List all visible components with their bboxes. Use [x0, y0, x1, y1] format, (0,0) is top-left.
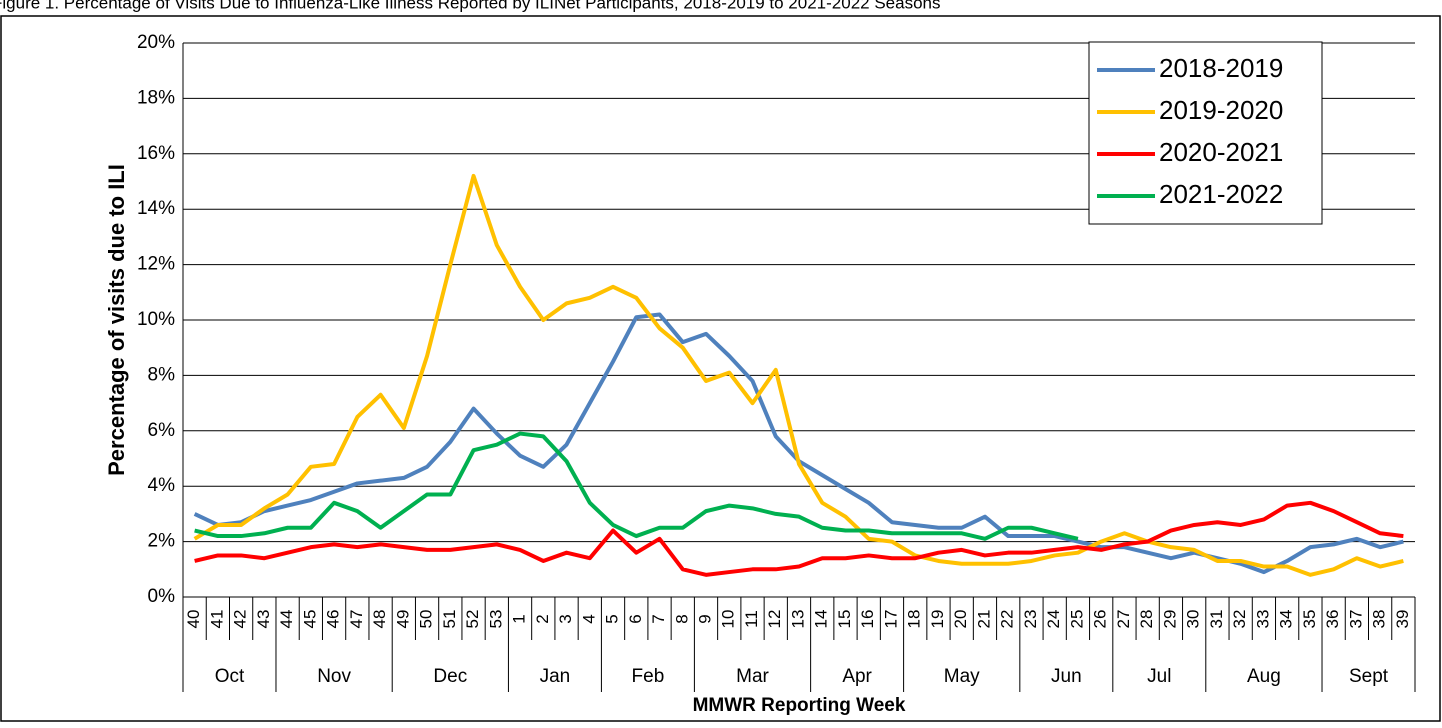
y-tick-label: 20%: [137, 32, 175, 53]
figure-border: [0, 15, 1441, 722]
x-tick-label: 53: [486, 610, 505, 629]
x-tick-label: 52: [463, 610, 482, 629]
y-axis-title: Percentage of visits due to ILI: [104, 164, 129, 476]
legend-label: 2020-2021: [1159, 137, 1283, 167]
x-tick-label: 5: [603, 614, 622, 623]
x-tick-label: 9: [696, 614, 715, 623]
legend-label: 2018-2019: [1159, 53, 1283, 83]
x-tick-label: 31: [1207, 610, 1226, 629]
x-tick-label: 24: [1044, 610, 1063, 629]
x-tick-label: 48: [370, 610, 389, 629]
y-tick-label: 16%: [137, 143, 175, 164]
x-tick-label: 44: [277, 610, 296, 629]
x-tick-label: 21: [974, 610, 993, 629]
x-tick-label: 32: [1230, 610, 1249, 629]
x-tick-label: 33: [1253, 610, 1272, 629]
x-group-label: Jan: [540, 666, 571, 687]
x-tick-label: 7: [649, 614, 668, 623]
legend-label: 2019-2020: [1159, 95, 1283, 125]
x-tick-label: 28: [1137, 610, 1156, 629]
x-tick-label: 30: [1184, 610, 1203, 629]
legend-box: [1088, 41, 1323, 225]
x-tick-label: 38: [1370, 610, 1389, 629]
y-tick-label: 8%: [148, 364, 176, 385]
x-tick-label: 6: [626, 614, 645, 623]
x-group-label: Jul: [1147, 666, 1171, 687]
x-tick-label: 3: [556, 614, 575, 623]
x-group-label: Dec: [433, 666, 467, 687]
x-tick-label: 43: [254, 610, 273, 629]
x-group-label: Apr: [842, 666, 872, 687]
x-tick-label: 46: [324, 610, 343, 629]
x-tick-label: 40: [184, 610, 203, 629]
x-tick-label: 22: [998, 610, 1017, 629]
x-group-label: Aug: [1247, 666, 1281, 687]
x-tick-label: 12: [765, 610, 784, 629]
x-group-label: Jun: [1051, 666, 1082, 687]
x-tick-label: 10: [719, 610, 738, 629]
x-tick-label: 20: [951, 610, 970, 629]
series-line: [194, 500, 1404, 577]
x-tick-label: 1: [510, 614, 529, 623]
x-group-label: Sept: [1349, 666, 1389, 687]
y-tick-label: 4%: [148, 475, 176, 496]
x-tick-label: 2: [533, 614, 552, 623]
x-tick-label: 8: [672, 614, 691, 623]
x-tick-label: 47: [347, 610, 366, 629]
x-tick-label: 16: [858, 610, 877, 629]
x-group-label: Mar: [736, 666, 769, 687]
x-tick-label: 23: [1021, 610, 1040, 629]
x-tick-label: 14: [812, 610, 831, 629]
x-tick-label: 51: [440, 610, 459, 629]
x-tick-label: 35: [1300, 610, 1319, 629]
x-tick-label: 25: [1067, 610, 1086, 629]
legend-label: 2021-2022: [1159, 179, 1283, 209]
x-tick-label: 42: [231, 610, 250, 629]
y-tick-label: 18%: [137, 87, 175, 108]
x-tick-label: 36: [1323, 610, 1342, 629]
x-tick-label: 39: [1393, 610, 1412, 629]
x-tick-label: 15: [835, 610, 854, 629]
x-tick-label: 49: [393, 610, 412, 629]
y-tick-label: 12%: [137, 254, 175, 275]
y-tick-label: 10%: [137, 309, 175, 330]
x-tick-label: 19: [928, 610, 947, 629]
x-axis-title: MMWR Reporting Week: [693, 695, 906, 716]
x-group-label: Nov: [317, 666, 351, 687]
x-tick-label: 4: [579, 614, 598, 623]
x-tick-label: 41: [207, 610, 226, 629]
y-tick-label: 2%: [148, 531, 176, 552]
y-tick-label: 6%: [148, 420, 176, 441]
series-line: [193, 173, 1404, 577]
x-group-label: Oct: [215, 666, 245, 687]
x-tick-label: 26: [1091, 610, 1110, 629]
chart-title: Figure 1. Percentage of Visits Due to In…: [0, 0, 940, 12]
x-tick-label: 17: [881, 610, 900, 629]
x-tick-label: 34: [1277, 610, 1296, 629]
y-tick-label: 0%: [148, 586, 176, 607]
x-tick-label: 37: [1346, 610, 1365, 629]
series-line: [194, 431, 1079, 541]
x-tick-label: 50: [417, 610, 436, 629]
series-line: [193, 312, 1404, 575]
x-tick-label: 45: [300, 610, 319, 629]
x-group-label: May: [944, 666, 980, 687]
x-tick-label: 27: [1114, 610, 1133, 629]
x-tick-label: 11: [742, 610, 761, 628]
x-group-label: Feb: [632, 666, 665, 687]
x-tick-label: 18: [905, 610, 924, 629]
x-tick-label: 13: [788, 610, 807, 629]
y-tick-label: 14%: [137, 198, 175, 219]
x-tick-label: 29: [1160, 610, 1179, 629]
